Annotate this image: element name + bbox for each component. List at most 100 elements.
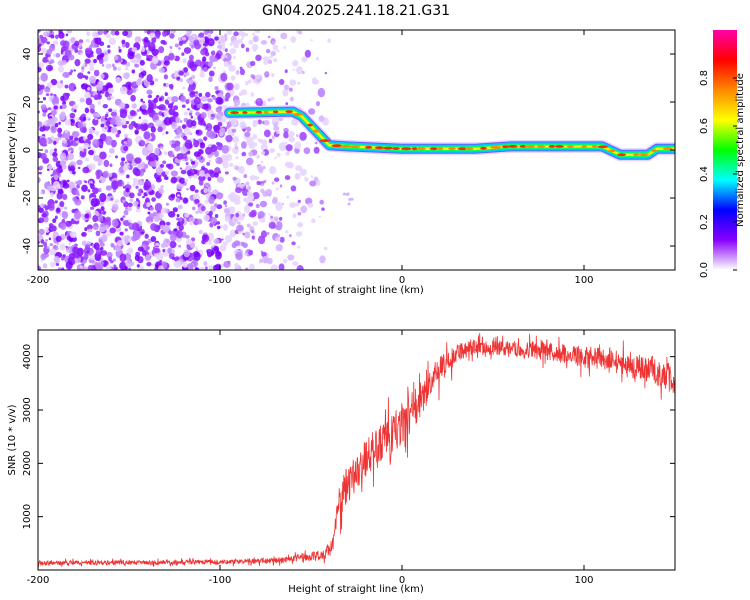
noise-speckle — [157, 261, 162, 267]
noise-speckle — [221, 238, 224, 241]
noise-speckle — [74, 137, 79, 141]
noise-speckle — [142, 123, 149, 131]
noise-speckle — [248, 263, 255, 270]
noise-speckle — [292, 68, 296, 71]
noise-speckle — [88, 127, 93, 132]
ridge-hotspot — [536, 145, 546, 148]
noise-speckle — [93, 94, 100, 101]
noise-speckle — [189, 266, 194, 270]
noise-speckle — [96, 175, 101, 180]
noise-speckle — [310, 175, 314, 178]
noise-speckle — [87, 189, 91, 193]
noise-speckle — [235, 252, 243, 261]
ridge-hotspot — [490, 146, 502, 149]
y-tick-label: 0 — [22, 147, 33, 153]
noise-speckle — [274, 156, 277, 160]
noise-speckle — [315, 57, 320, 61]
noise-speckle — [109, 163, 113, 167]
colorbar-tick-label: 0.2 — [699, 214, 710, 230]
noise-speckle — [157, 126, 163, 133]
noise-speckle — [176, 229, 183, 239]
noise-speckle — [279, 216, 283, 221]
noise-speckle — [144, 254, 151, 262]
noise-speckle — [253, 142, 258, 147]
ridge-hotspot — [591, 145, 598, 148]
noise-speckle — [288, 87, 293, 92]
noise-speckle — [165, 131, 169, 135]
noise-speckle — [271, 72, 275, 78]
noise-speckle — [195, 111, 200, 117]
noise-speckle — [169, 45, 173, 49]
noise-speckle — [207, 33, 212, 38]
noise-speckle — [137, 179, 145, 186]
noise-speckle — [324, 71, 328, 75]
noise-speckle — [119, 253, 127, 263]
noise-speckle — [181, 124, 187, 130]
noise-speckle — [208, 160, 212, 163]
noise-speckle — [49, 243, 54, 247]
noise-speckle — [117, 67, 122, 71]
noise-speckle — [106, 96, 112, 101]
noise-speckle — [46, 246, 50, 249]
noise-speckle — [246, 126, 251, 132]
noise-speckle — [248, 79, 252, 84]
noise-speckle — [224, 216, 231, 222]
noise-speckle — [86, 241, 92, 245]
noise-speckle — [208, 265, 214, 270]
noise-speckle — [314, 141, 318, 145]
noise-speckle — [217, 121, 223, 127]
noise-speckle — [226, 82, 234, 91]
noise-speckle — [59, 152, 67, 161]
noise-speckle — [307, 202, 314, 208]
noise-speckle — [176, 76, 181, 81]
ridge-hotspot — [293, 113, 303, 116]
noise-speckle — [137, 163, 144, 169]
noise-speckle — [182, 261, 188, 268]
noise-speckle — [92, 214, 99, 223]
noise-speckle — [219, 244, 227, 252]
noise-speckle — [267, 35, 271, 39]
noise-speckle — [53, 105, 59, 110]
noise-speckle — [204, 51, 210, 57]
noise-speckle — [170, 177, 177, 184]
noise-speckle — [38, 165, 44, 170]
noise-speckle — [101, 226, 106, 231]
noise-speckle — [89, 183, 95, 190]
noise-speckle — [259, 200, 268, 208]
noise-speckle — [210, 205, 217, 212]
noise-speckle — [248, 202, 254, 207]
noise-speckle — [308, 108, 316, 115]
noise-speckle — [130, 94, 136, 102]
noise-speckle — [215, 250, 222, 260]
noise-speckle — [127, 51, 135, 60]
ridge-hotspot — [263, 110, 269, 114]
noise-speckle — [225, 134, 233, 143]
ridge-hotspot — [230, 111, 240, 115]
spectrogram-y-label: Frequency (Hz) — [7, 112, 18, 188]
noise-speckle — [115, 244, 122, 252]
noise-speckle — [232, 136, 240, 143]
noise-speckle — [39, 126, 46, 132]
noise-speckle — [272, 44, 279, 51]
noise-speckle — [217, 142, 223, 147]
noise-speckle — [257, 214, 262, 219]
y-tick-label: -40 — [22, 238, 33, 254]
ridge-hotspot — [350, 145, 361, 149]
noise-speckle — [214, 167, 221, 175]
noise-speckle — [205, 91, 211, 98]
noise-speckle — [200, 95, 208, 102]
noise-speckle — [55, 34, 59, 40]
noise-speckle — [84, 157, 90, 162]
snr-x-label: Height of straight line (km) — [288, 584, 424, 595]
noise-speckle — [81, 240, 87, 246]
noise-speckle — [180, 169, 187, 175]
noise-speckle — [85, 38, 90, 43]
noise-speckle — [310, 39, 313, 42]
noise-speckle — [131, 235, 138, 242]
noise-speckle — [116, 240, 124, 246]
noise-speckle — [124, 41, 130, 49]
noise-speckle — [323, 246, 328, 251]
noise-speckle — [215, 158, 218, 162]
noise-speckle — [69, 135, 74, 140]
noise-speckle — [252, 134, 258, 140]
